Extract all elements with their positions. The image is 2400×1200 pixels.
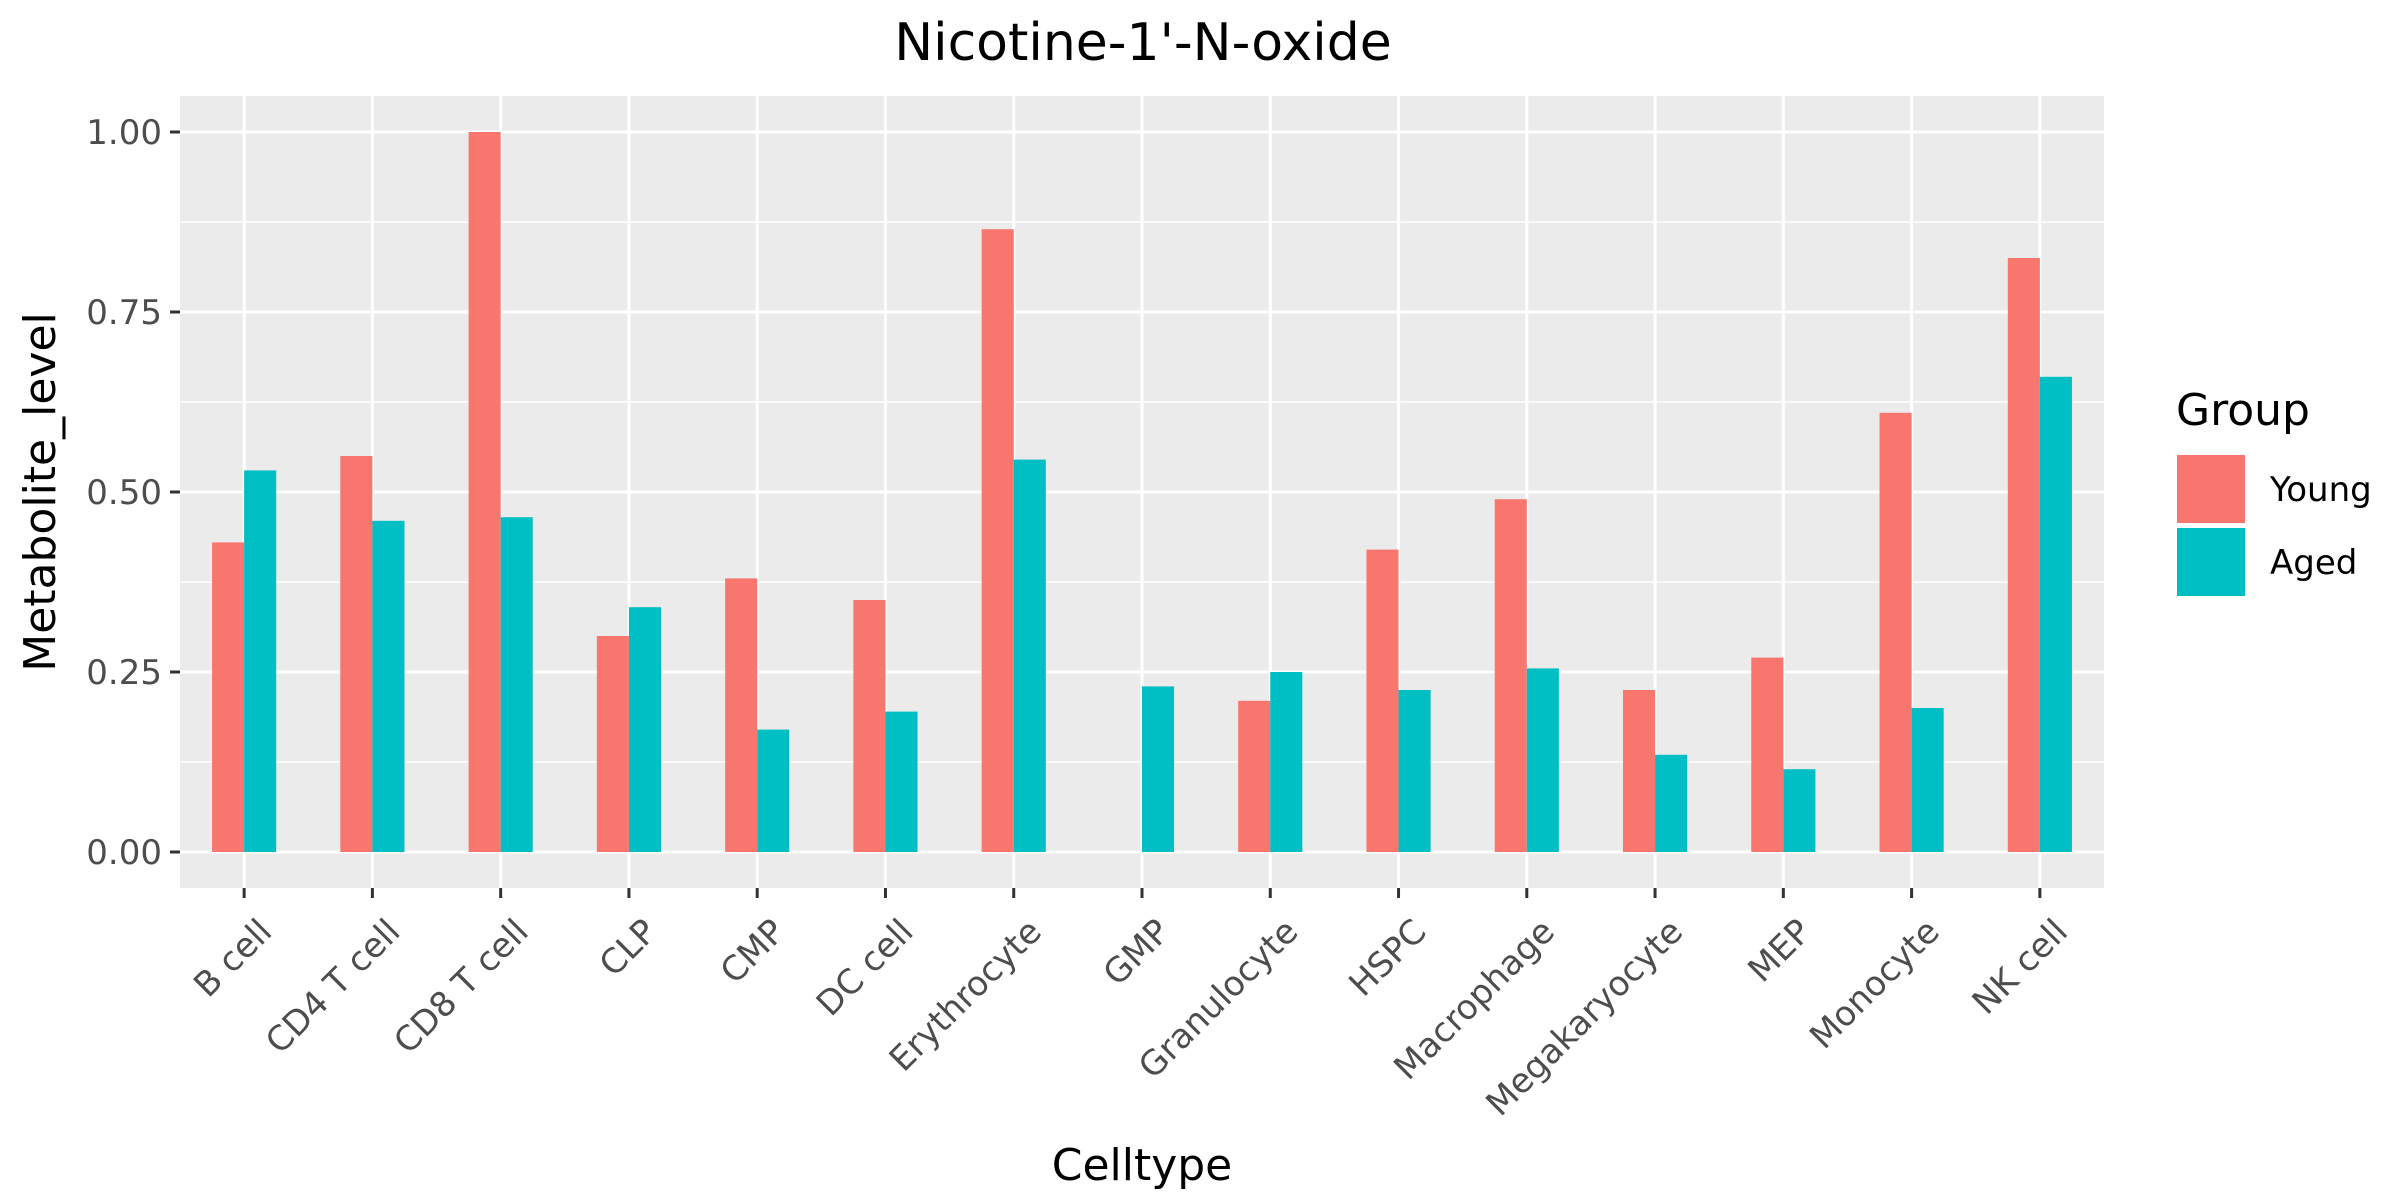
bar-young — [468, 132, 501, 852]
bar-aged — [757, 729, 790, 852]
y-tick-label: 1.00 — [86, 113, 162, 153]
bar-young — [1751, 657, 1784, 852]
bar-aged — [1526, 668, 1559, 852]
legend-key-young — [2177, 455, 2245, 523]
bar-aged — [1783, 769, 1816, 852]
x-tick-label: CLP — [592, 912, 665, 985]
bar-aged — [244, 470, 277, 852]
bar-young — [981, 229, 1014, 852]
bar-young — [2007, 258, 2040, 852]
x-tick-label: MEP — [1741, 912, 1820, 991]
x-tick-label: Monocyte — [1802, 912, 1947, 1057]
x-tick-label: CD4 T cell — [258, 912, 408, 1062]
bar-aged — [1270, 672, 1303, 852]
x-tick-label: CD8 T cell — [386, 912, 536, 1062]
bar-aged — [1398, 690, 1431, 852]
bar-young — [1623, 690, 1656, 852]
legend-title: Group — [2176, 385, 2310, 436]
y-axis-title: Metabolite_level — [15, 312, 66, 672]
y-tick-label: 0.75 — [86, 293, 162, 333]
bar-young — [596, 636, 629, 852]
bar-young — [725, 578, 758, 852]
x-tick-label: HSPC — [1342, 912, 1435, 1005]
y-tick-label: 0.50 — [86, 473, 162, 513]
bar-young — [1238, 700, 1271, 852]
chart-title: Nicotine-1'-N-oxide — [894, 13, 1392, 73]
bars — [212, 132, 2072, 852]
bar-young — [340, 456, 373, 852]
bar-aged — [1142, 686, 1175, 852]
bar-aged — [1013, 459, 1046, 852]
legend-label: Aged — [2270, 543, 2357, 583]
legend: Group Young Aged — [2176, 385, 2372, 596]
bar-young — [1366, 549, 1399, 852]
bar-young — [853, 600, 886, 852]
x-tick-label: NK cell — [1965, 912, 2076, 1023]
bar-aged — [1911, 708, 1944, 852]
x-axis-title: Celltype — [1052, 1140, 1233, 1191]
legend-label: Young — [2269, 470, 2372, 510]
x-tick-label: DC cell — [809, 912, 922, 1025]
x-tick-label: B cell — [186, 912, 280, 1006]
bar-aged — [372, 520, 405, 852]
bar-aged — [628, 607, 661, 852]
bar-aged — [500, 517, 533, 852]
bar-young — [1494, 499, 1527, 852]
bar-young — [212, 542, 245, 852]
bar-aged — [1655, 754, 1688, 852]
y-axis: 0.00 0.25 0.50 0.75 1.00 — [86, 113, 180, 873]
y-tick-label: 0.25 — [86, 653, 162, 693]
bar-young — [1879, 412, 1912, 852]
bar-aged — [885, 711, 918, 852]
bar-aged — [2039, 376, 2072, 852]
x-tick-label: CMP — [713, 912, 793, 992]
x-tick-label: GMP — [1096, 912, 1178, 994]
y-tick-label: 0.00 — [86, 833, 162, 873]
legend-key-aged — [2177, 528, 2245, 596]
